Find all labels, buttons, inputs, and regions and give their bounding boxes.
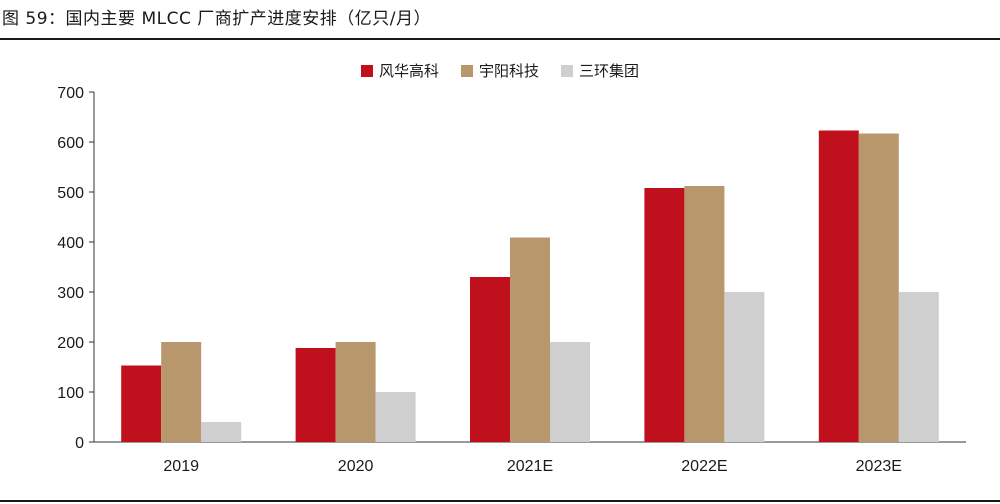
legend-label-series-0: 风华高科 — [378, 62, 439, 80]
bar-series-2-2019 — [201, 422, 242, 442]
legend-swatch-series-1 — [460, 64, 473, 77]
legend-item-series-1: 宇阳科技 — [460, 60, 539, 81]
bar-series-1-2022E — [684, 186, 725, 442]
x-tick-label: 2021E — [507, 458, 553, 475]
legend-swatch-series-2 — [561, 64, 573, 77]
legend-label-series-1: 宇阳科技 — [478, 62, 539, 80]
legend-swatch-series-0 — [360, 64, 373, 77]
bottom-divider — [0, 500, 1000, 502]
bar-series-0-2021E — [470, 277, 510, 442]
bar-series-2-2020 — [375, 392, 416, 442]
chart-title: 图 59：国内主要 MLCC 厂商扩产进度安排（亿只/月） — [2, 9, 431, 29]
x-tick-label: 2019 — [163, 458, 199, 475]
y-tick-label: 500 — [57, 185, 84, 202]
legend-label-series-2: 三环集团 — [579, 62, 640, 80]
y-tick-label: 200 — [57, 335, 84, 352]
y-tick-label: 100 — [57, 385, 84, 402]
bar-series-2-2023E — [898, 292, 939, 442]
bar-series-2-2021E — [550, 342, 590, 442]
legend: 风华高科 宇阳科技 三环集团 — [0, 60, 1000, 81]
y-tick-label: 600 — [57, 135, 84, 152]
y-tick-label: 700 — [57, 85, 84, 102]
y-tick-label: 0 — [75, 435, 84, 452]
y-tick-label: 400 — [57, 235, 84, 252]
x-tick-label: 2022E — [681, 458, 727, 475]
bar-series-0-2022E — [644, 188, 685, 442]
bar-series-1-2019 — [161, 342, 202, 442]
bar-series-1-2021E — [510, 237, 550, 442]
bar-series-2-2022E — [724, 292, 765, 442]
y-tick-label: 300 — [57, 285, 84, 302]
bar-series-1-2020 — [335, 342, 376, 442]
bar-series-0-2019 — [121, 365, 162, 442]
legend-item-series-2: 三环集团 — [561, 60, 639, 81]
bar-series-0-2023E — [818, 130, 859, 442]
x-tick-label: 2020 — [338, 458, 374, 475]
bar-series-1-2023E — [858, 133, 899, 442]
x-tick-label: 2023E — [856, 458, 902, 475]
legend-item-series-0: 风华高科 — [360, 60, 439, 81]
top-divider — [0, 38, 1000, 40]
bar-series-0-2020 — [295, 348, 336, 442]
